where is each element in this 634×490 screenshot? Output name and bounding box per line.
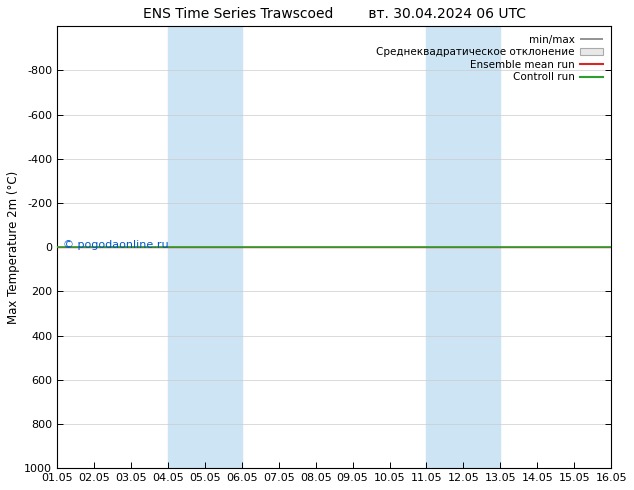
Y-axis label: Max Temperature 2m (°C): Max Temperature 2m (°C): [7, 171, 20, 324]
Bar: [168, 26, 242, 468]
Text: © pogodaonline.ru: © pogodaonline.ru: [63, 240, 168, 250]
Legend: min/max, Среднеквадратическое отклонение, Ensemble mean run, Controll run: min/max, Среднеквадратическое отклонение…: [373, 31, 606, 86]
Bar: [427, 26, 500, 468]
Title: ENS Time Series Trawscoed        вт. 30.04.2024 06 UTC: ENS Time Series Trawscoed вт. 30.04.2024…: [143, 7, 526, 21]
